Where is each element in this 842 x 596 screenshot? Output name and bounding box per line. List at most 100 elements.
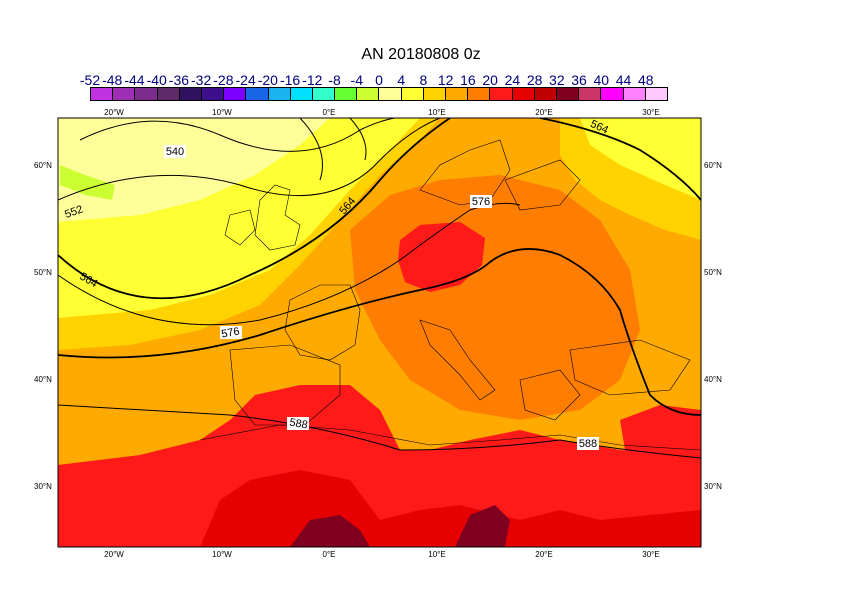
colorbar-tick-label: -12 [302,72,323,88]
colorbar-tick-label: 28 [526,72,543,88]
colorbar-tick-label: -44 [124,72,145,88]
coast-france [284,284,361,361]
contour-n2 [349,118,367,161]
coast-turkey [569,339,691,396]
colorbar-swatch [113,88,136,100]
colorbar-swatch [290,88,313,100]
lat-label-left: 40°N [34,375,52,384]
colorbar-swatch [534,88,557,100]
colorbar-tick-label: 8 [419,72,428,88]
coast-scandinavia [419,139,511,206]
colorbar-swatch [556,88,580,100]
coast-baltic [504,159,581,211]
lon-label-bottom: 30°E [642,550,659,559]
field-zone-20-east [620,405,701,470]
contour-label-bg [220,326,242,339]
colorbar-tick-label: 36 [571,72,587,88]
colorbar-tick-label: 4 [397,72,406,88]
lat-label-left: 60°N [34,161,52,170]
lat-label-right: 40°N [704,375,722,384]
height-contours [58,118,701,459]
lat-label-right: 60°N [704,161,722,170]
lon-label-bottom: 20°W [104,550,124,559]
field-zone-4-ne [580,118,701,200]
contour-n1 [299,118,323,181]
map-frame [57,117,702,548]
colorbar-tick-label: -48 [102,72,123,88]
coast-iberia [229,344,341,426]
colorbar-tick-label: 0 [375,72,383,88]
colorbar-tick-label: -4 [350,72,363,88]
colorbar-tick-labels: -52 -48 -44 -40 -36 -32 -28 -24 -20 -16 -12 -8 -4 0 4 8… [76,72,676,88]
colorbar-swatch [335,88,358,100]
contour-label-group: 540 552 564 564 576 576 564 588 588 [63,118,610,450]
colorbar-tick-label: -28 [213,72,234,88]
colorbar-swatch [401,88,424,100]
temperature-colorbar [90,87,668,101]
contour-label: 576 [472,196,490,208]
lat-label-right: 50°N [704,268,722,277]
lon-label-bottom: 10°E [428,550,445,559]
coast-italy [419,319,496,401]
field-zone-0 [58,118,330,222]
map-title: AN 20180808 0z [361,46,481,63]
colorbar-swatch [357,88,380,100]
contour-564 [58,118,451,300]
colorbar-swatch [512,88,535,100]
colorbar-swatch [645,88,667,100]
colorbar-tick-label: -32 [191,72,212,88]
colorbar-tick-label: 12 [437,72,454,88]
colorbar-tick-label: -36 [168,72,190,88]
colorbar-tick-label: 24 [504,72,521,88]
colorbar-swatch [246,88,269,100]
contour-576 [58,248,701,416]
coast-greece [519,369,581,421]
contour-label: 588 [288,417,308,432]
colorbar-swatch [423,88,446,100]
colorbar-swatch [579,88,602,100]
colorbar-tick-label: -16 [279,72,301,88]
colorbar-swatch [446,88,469,100]
temperature-field: 540 552 564 564 576 576 564 588 588 [58,118,701,547]
colorbar-swatch [91,88,114,100]
colorbar-tick-label: 48 [637,72,654,88]
contour-label: 552 [63,203,84,221]
colorbar-swatch [468,88,491,100]
colorbar-swatch [623,88,646,100]
colorbar-swatch [490,88,513,100]
colorbar-tick-label: -20 [257,72,278,88]
coast-britain [254,184,301,251]
contour-label-bg [287,417,309,430]
contour-label: 576 [220,326,240,341]
longitude-axis: 20°W 10°W 0°E 10°E 20°E 30°E 20°W 10°W 0… [104,108,660,559]
lon-label-bottom: 10°W [212,550,232,559]
contour-label-bg [470,195,492,208]
contour-label: 588 [579,438,597,450]
colorbar-swatch [201,88,225,100]
colorbar-tick-label: -40 [146,72,167,88]
colorbar-swatch [312,88,336,100]
contour-552 [58,118,441,201]
colorbar-swatch [157,88,180,100]
colorbar-tick-label: 44 [615,72,632,88]
lon-label-top: 30°E [642,108,659,117]
lon-label-top: 20°W [104,108,124,117]
lon-label-top: 20°E [535,108,552,117]
lat-label-left: 50°N [34,268,52,277]
contour-564-ne [539,118,701,201]
field-zone-20-germany [398,222,485,292]
lat-label-right: 30°N [704,482,722,491]
lon-label-top: 10°E [428,108,445,117]
colorbar-swatch [379,88,402,100]
lon-label-top: 0°E [323,108,336,117]
contour-570 [58,202,521,326]
colorbar-tick-label: 16 [460,72,476,88]
contour-label-bg [164,145,186,158]
colorbar-tick-label: 40 [593,72,610,88]
colorbar-swatch [601,88,624,100]
latitude-axis: 60°N 50°N 40°N 30°N 60°N 50°N 40°N 30°N [34,161,722,491]
contour-label: 540 [166,146,184,158]
colorbar-swatch [224,88,247,100]
colorbar-tick-label: -24 [235,72,256,88]
